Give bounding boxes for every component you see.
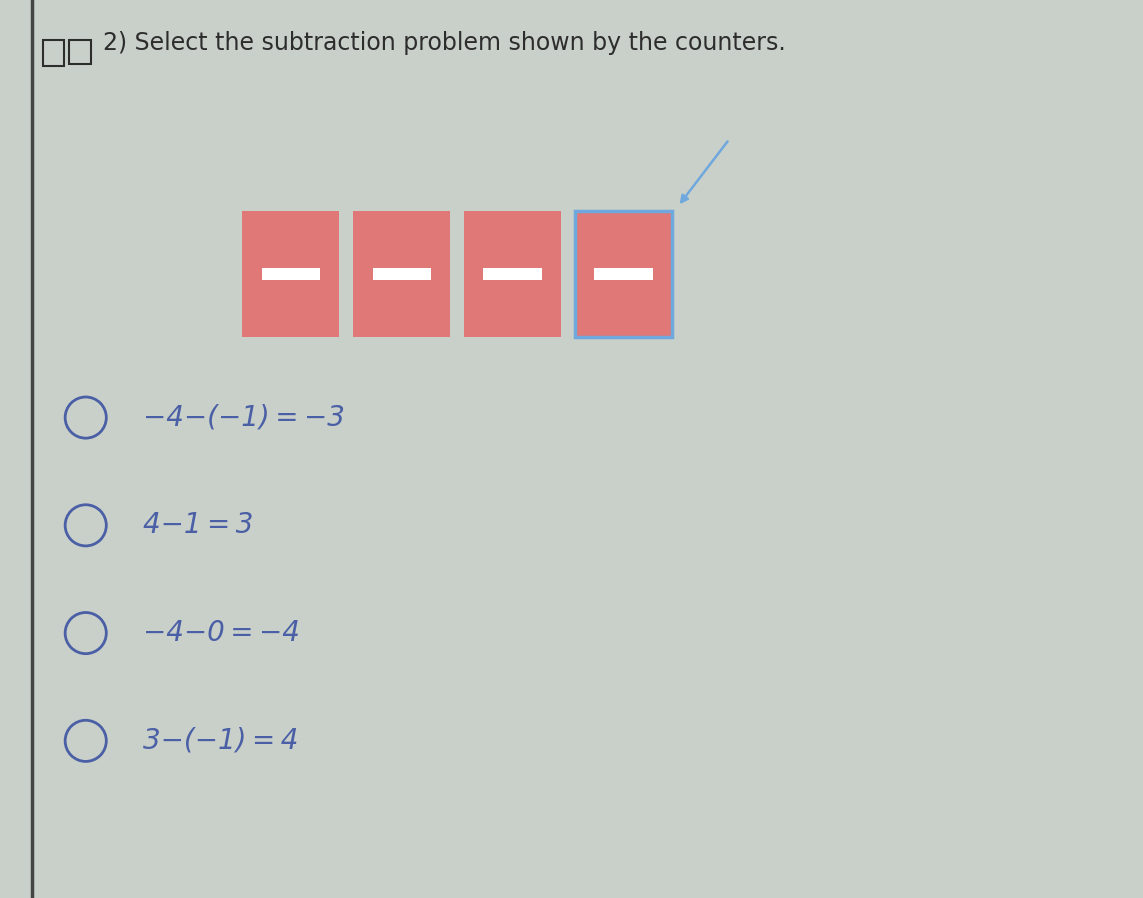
Text: −4−(−1) = −3: −4−(−1) = −3: [143, 403, 345, 432]
FancyBboxPatch shape: [373, 268, 431, 280]
FancyBboxPatch shape: [594, 268, 653, 280]
FancyBboxPatch shape: [483, 268, 542, 280]
FancyBboxPatch shape: [242, 211, 339, 337]
Text: −4−0 = −4: −4−0 = −4: [143, 619, 299, 647]
FancyBboxPatch shape: [353, 211, 450, 337]
Text: 4−1 = 3: 4−1 = 3: [143, 511, 254, 540]
Text: 3−(−1) = 4: 3−(−1) = 4: [143, 726, 298, 755]
FancyBboxPatch shape: [262, 268, 320, 280]
Text: 2) Select the subtraction problem shown by the counters.: 2) Select the subtraction problem shown …: [103, 31, 785, 56]
FancyBboxPatch shape: [575, 211, 672, 337]
FancyBboxPatch shape: [464, 211, 561, 337]
